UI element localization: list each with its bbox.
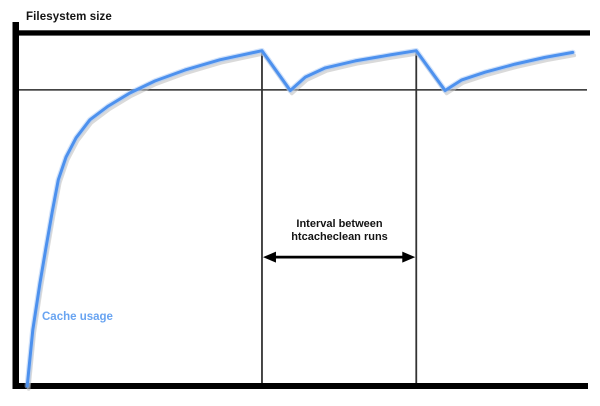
interval-annotation: Interval between htcacheclean runs (262, 218, 417, 244)
interval-arrow-left-head (262, 251, 276, 263)
interval-arrow-right-head (402, 251, 416, 263)
filesystem-size-label: Filesystem size (26, 11, 112, 23)
interval-annotation-line1: Interval between (296, 218, 383, 230)
cache-usage-curve (25, 49, 575, 388)
y-axis (12, 22, 19, 389)
interval-annotation-line2: htcacheclean runs (291, 231, 388, 243)
x-axis (12, 383, 588, 389)
filesystem-size-line (19, 30, 590, 36)
cache-usage-label: Cache usage (42, 311, 113, 323)
